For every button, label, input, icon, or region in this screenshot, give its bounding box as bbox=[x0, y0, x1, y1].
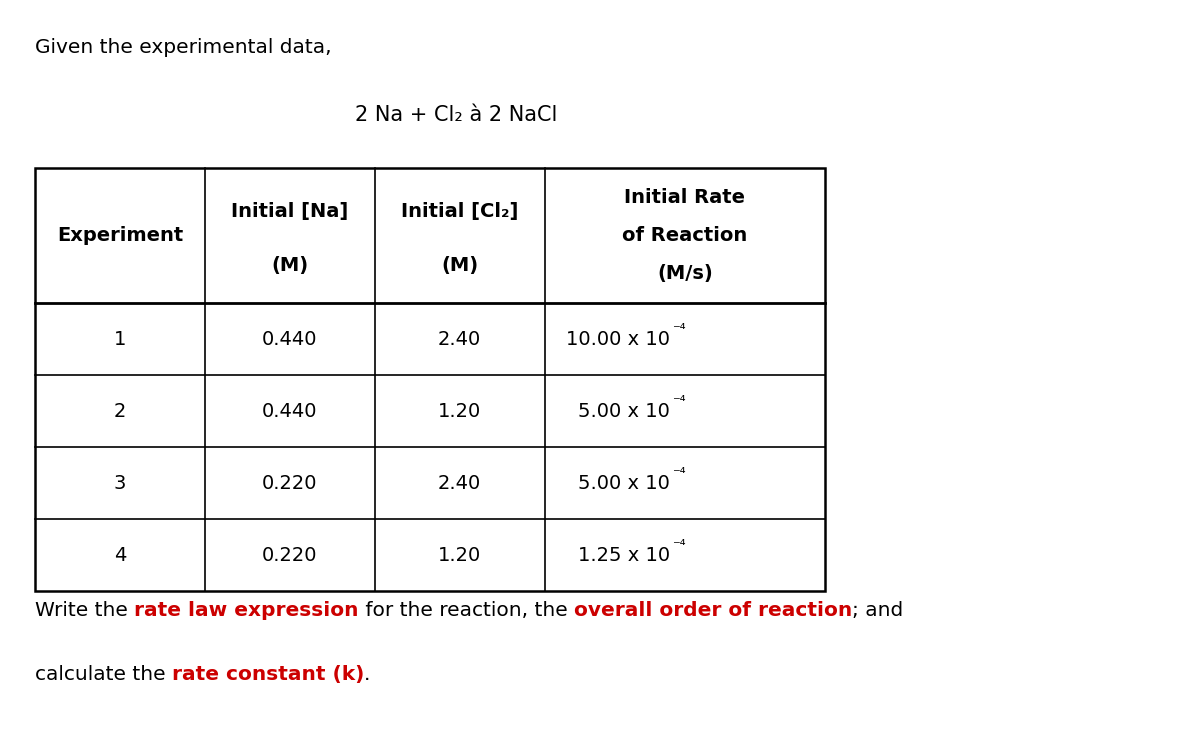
Text: Initial Rate: Initial Rate bbox=[624, 188, 745, 207]
Text: rate law expression: rate law expression bbox=[134, 601, 359, 620]
Text: Initial [Na]: Initial [Na] bbox=[232, 202, 348, 221]
Text: 2: 2 bbox=[114, 402, 126, 420]
Text: 0.220: 0.220 bbox=[262, 545, 318, 565]
Text: 1.25 x 10: 1.25 x 10 bbox=[577, 545, 670, 565]
Text: Given the experimental data,: Given the experimental data, bbox=[35, 38, 331, 57]
Text: rate constant (k): rate constant (k) bbox=[172, 665, 365, 684]
Text: 5.00 x 10: 5.00 x 10 bbox=[578, 402, 670, 420]
Text: 0.440: 0.440 bbox=[262, 330, 318, 349]
Text: 2.40: 2.40 bbox=[438, 473, 481, 492]
Text: for the reaction, the: for the reaction, the bbox=[359, 601, 574, 620]
Text: 1.20: 1.20 bbox=[438, 545, 481, 565]
Text: 0.220: 0.220 bbox=[262, 473, 318, 492]
Text: of Reaction: of Reaction bbox=[622, 226, 748, 245]
Text: calculate the: calculate the bbox=[35, 665, 172, 684]
Text: 4: 4 bbox=[114, 545, 126, 565]
Text: overall order of reaction: overall order of reaction bbox=[574, 601, 852, 620]
Text: 5.00 x 10: 5.00 x 10 bbox=[578, 473, 670, 492]
Text: (M/s): (M/s) bbox=[656, 264, 713, 283]
Text: 2 Na + Cl₂ à 2 NaCl: 2 Na + Cl₂ à 2 NaCl bbox=[355, 105, 557, 125]
Text: ⁻⁴: ⁻⁴ bbox=[672, 393, 685, 408]
Polygon shape bbox=[35, 168, 826, 591]
Text: ⁻⁴: ⁻⁴ bbox=[672, 538, 685, 553]
Text: .: . bbox=[365, 665, 371, 684]
Text: Initial [Cl₂]: Initial [Cl₂] bbox=[401, 202, 518, 221]
Text: ⁻⁴: ⁻⁴ bbox=[672, 465, 685, 480]
Text: ; and: ; and bbox=[852, 601, 904, 620]
Text: 10.00 x 10: 10.00 x 10 bbox=[565, 330, 670, 349]
Text: 0.440: 0.440 bbox=[262, 402, 318, 420]
Text: 3: 3 bbox=[114, 473, 126, 492]
Text: 1: 1 bbox=[114, 330, 126, 349]
Text: Experiment: Experiment bbox=[56, 226, 184, 245]
Text: ⁻⁴: ⁻⁴ bbox=[672, 322, 685, 337]
Text: (M): (M) bbox=[271, 256, 308, 275]
Text: (M): (M) bbox=[442, 256, 478, 275]
Text: 1.20: 1.20 bbox=[438, 402, 481, 420]
Text: 2.40: 2.40 bbox=[438, 330, 481, 349]
Text: Write the: Write the bbox=[35, 601, 134, 620]
